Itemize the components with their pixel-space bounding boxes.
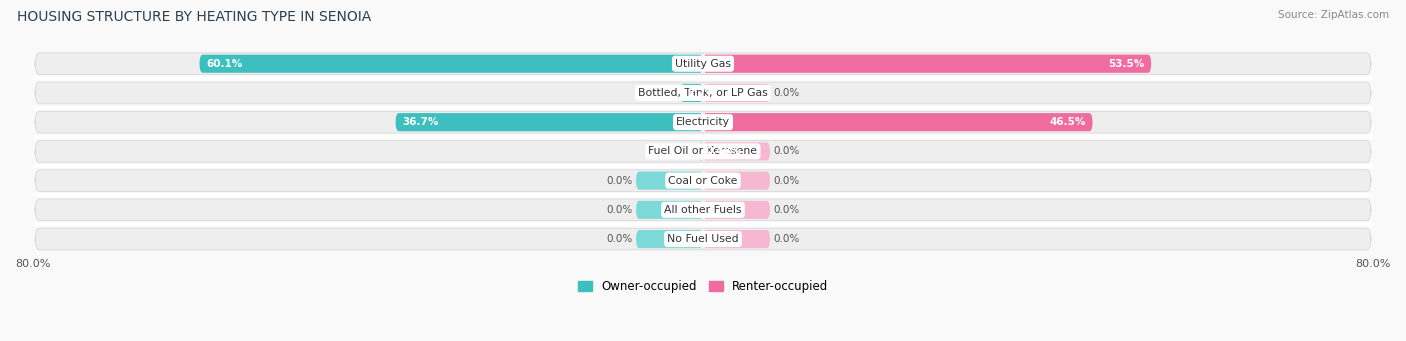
FancyBboxPatch shape (703, 84, 770, 102)
Text: 0.0%: 0.0% (773, 234, 800, 244)
Text: Electricity: Electricity (676, 117, 730, 127)
Text: Source: ZipAtlas.com: Source: ZipAtlas.com (1278, 10, 1389, 20)
FancyBboxPatch shape (703, 142, 770, 161)
FancyBboxPatch shape (636, 201, 703, 219)
Text: 2.7%: 2.7% (688, 88, 716, 98)
Text: All other Fuels: All other Fuels (664, 205, 742, 215)
Text: 36.7%: 36.7% (402, 117, 439, 127)
Legend: Owner-occupied, Renter-occupied: Owner-occupied, Renter-occupied (578, 280, 828, 293)
FancyBboxPatch shape (395, 113, 703, 131)
FancyBboxPatch shape (636, 230, 703, 248)
FancyBboxPatch shape (35, 199, 1371, 221)
FancyBboxPatch shape (703, 201, 770, 219)
Text: 0.0%: 0.0% (773, 176, 800, 186)
Text: 0.0%: 0.0% (773, 88, 800, 98)
FancyBboxPatch shape (703, 172, 770, 190)
FancyBboxPatch shape (35, 112, 1371, 133)
FancyBboxPatch shape (35, 53, 1371, 75)
Text: 46.5%: 46.5% (1049, 117, 1085, 127)
FancyBboxPatch shape (35, 82, 1371, 104)
Text: No Fuel Used: No Fuel Used (668, 234, 738, 244)
Text: 53.5%: 53.5% (1108, 59, 1144, 69)
FancyBboxPatch shape (703, 230, 770, 248)
FancyBboxPatch shape (200, 55, 703, 73)
Text: HOUSING STRUCTURE BY HEATING TYPE IN SENOIA: HOUSING STRUCTURE BY HEATING TYPE IN SEN… (17, 10, 371, 24)
Text: 60.1%: 60.1% (207, 59, 242, 69)
Text: 0.0%: 0.0% (606, 176, 633, 186)
Text: 0.48%: 0.48% (706, 146, 742, 157)
FancyBboxPatch shape (703, 55, 1152, 73)
Text: 0.0%: 0.0% (606, 234, 633, 244)
Text: Utility Gas: Utility Gas (675, 59, 731, 69)
Text: 0.0%: 0.0% (606, 205, 633, 215)
FancyBboxPatch shape (35, 170, 1371, 191)
Text: Coal or Coke: Coal or Coke (668, 176, 738, 186)
FancyBboxPatch shape (636, 172, 703, 190)
FancyBboxPatch shape (35, 228, 1371, 250)
FancyBboxPatch shape (681, 84, 703, 102)
Text: Fuel Oil or Kerosene: Fuel Oil or Kerosene (648, 146, 758, 157)
FancyBboxPatch shape (35, 140, 1371, 162)
FancyBboxPatch shape (703, 113, 1092, 131)
Text: 0.0%: 0.0% (773, 205, 800, 215)
Text: Bottled, Tank, or LP Gas: Bottled, Tank, or LP Gas (638, 88, 768, 98)
Text: 0.0%: 0.0% (773, 146, 800, 157)
FancyBboxPatch shape (699, 142, 703, 161)
